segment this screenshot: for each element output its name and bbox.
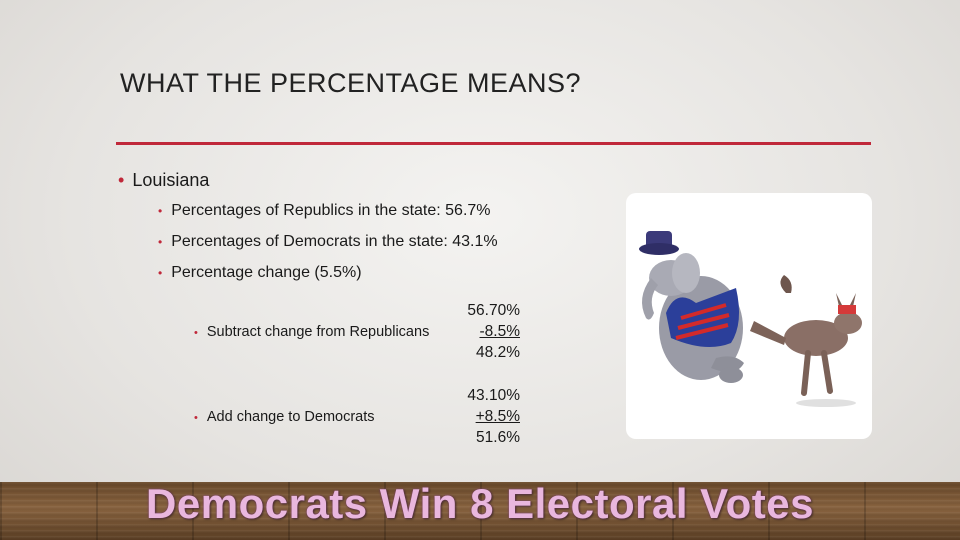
- bullet-dot: •: [194, 327, 198, 339]
- ground-shadow: [796, 399, 856, 407]
- democrats-step: • Add change to Democrats: [194, 409, 375, 425]
- fact-democrats: • Percentages of Democrats in the state: …: [158, 233, 498, 251]
- dem-change-text: +8.5%: [475, 408, 520, 425]
- fact-text: Percentages of Democrats in the state: 4…: [171, 233, 498, 250]
- bullet-dot: •: [158, 235, 163, 249]
- wood-floor: [0, 482, 960, 540]
- result-banner: Democrats Win 8 Electoral Votes: [146, 480, 814, 527]
- illustration-svg: [639, 231, 862, 407]
- donkey-kicking-leg: [750, 321, 786, 345]
- step-label: Add change to Democrats: [206, 409, 375, 425]
- donkey-head: [834, 312, 862, 334]
- donkey-kicking-elephant-illustration: [626, 193, 872, 439]
- fact-republicans: • Percentages of Republics in the state: …: [158, 202, 491, 220]
- donkey-body: [784, 320, 848, 356]
- state-bullet: • Louisiana: [118, 170, 209, 191]
- fact-text: Percentage change (5.5%): [171, 264, 362, 281]
- fact-change: • Percentage change (5.5%): [158, 264, 362, 282]
- dem-result-value: 51.6%: [476, 429, 520, 446]
- rep-base-value: 56.70%: [467, 302, 520, 319]
- dem-base-value: 43.10%: [467, 387, 520, 404]
- bullet-dot: •: [194, 412, 198, 424]
- slide-title: WHAT THE PERCENTAGE MEANS?: [120, 68, 582, 98]
- dem-change-value: +8.5%: [400, 408, 520, 426]
- title-divider: [116, 142, 871, 145]
- donkey-tail: [780, 275, 792, 293]
- fact-text: Percentages of Republics in the state: 5…: [171, 202, 491, 219]
- elephant-ear: [672, 253, 700, 293]
- bullet-dot: •: [118, 170, 125, 190]
- bullet-dot: •: [158, 204, 163, 218]
- hat-brim: [639, 243, 679, 255]
- elephant-shirt: [666, 288, 740, 347]
- elephant-foot: [719, 367, 743, 383]
- rep-change-text: -8.5%: [479, 323, 521, 340]
- shirt-stripes: [675, 303, 730, 340]
- republicans-step: • Subtract change from Republicans: [194, 324, 429, 340]
- donkey-hat: [838, 305, 856, 314]
- elephant-trunk: [642, 278, 658, 320]
- rep-change-value: -8.5%: [400, 323, 521, 341]
- bullet-dot: •: [158, 266, 163, 280]
- rep-result-value: 48.2%: [476, 344, 520, 361]
- step-label: Subtract change from Republicans: [206, 324, 430, 340]
- donkey-legs: [801, 350, 833, 396]
- state-label: Louisiana: [132, 170, 210, 190]
